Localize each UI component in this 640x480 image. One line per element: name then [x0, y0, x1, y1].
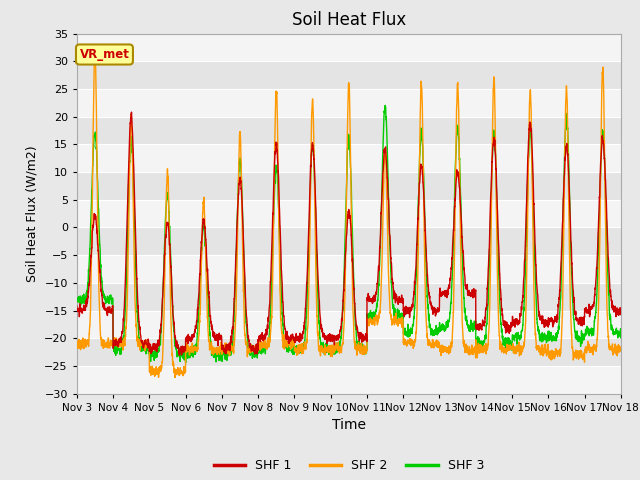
Bar: [77, 283, 621, 311]
Bar: [77, 366, 621, 394]
Bar: [77, 89, 621, 117]
SHF 1: [73, 303, 81, 309]
SHF 3: [471, 326, 479, 332]
SHF 2: [171, 374, 179, 380]
SHF 3: [441, 326, 449, 332]
SHF 3: [73, 298, 81, 304]
SHF 1: [471, 293, 479, 299]
Line: SHF 2: SHF 2: [77, 48, 621, 377]
Bar: [77, 200, 621, 228]
SHF 3: [171, 338, 179, 344]
SHF 1: [617, 312, 625, 317]
Bar: [77, 172, 621, 200]
SHF 3: [329, 347, 337, 352]
SHF 1: [175, 352, 183, 358]
Legend: SHF 1, SHF 2, SHF 3: SHF 1, SHF 2, SHF 3: [209, 455, 489, 477]
SHF 1: [127, 109, 135, 115]
SHF 2: [471, 349, 479, 355]
Bar: [77, 144, 621, 172]
Bar: [77, 61, 621, 89]
Line: SHF 3: SHF 3: [77, 106, 621, 363]
Bar: [77, 311, 621, 338]
X-axis label: Time: Time: [332, 418, 366, 432]
Title: Soil Heat Flux: Soil Heat Flux: [292, 11, 406, 29]
Bar: [77, 255, 621, 283]
SHF 1: [502, 330, 509, 336]
SHF 2: [329, 342, 337, 348]
Bar: [77, 338, 621, 366]
SHF 2: [441, 344, 449, 349]
Bar: [77, 117, 621, 144]
SHF 2: [171, 367, 179, 373]
SHF 3: [502, 343, 509, 349]
SHF 1: [441, 290, 449, 296]
SHF 1: [329, 332, 337, 338]
SHF 3: [381, 103, 389, 108]
SHF 3: [616, 333, 624, 339]
SHF 2: [73, 338, 81, 344]
SHF 1: [616, 306, 624, 312]
SHF 2: [502, 347, 509, 353]
Bar: [77, 34, 621, 61]
SHF 3: [617, 335, 625, 341]
SHF 3: [182, 360, 189, 366]
SHF 2: [617, 345, 625, 350]
Line: SHF 1: SHF 1: [77, 112, 621, 355]
SHF 2: [92, 45, 99, 51]
Y-axis label: Soil Heat Flux (W/m2): Soil Heat Flux (W/m2): [26, 145, 38, 282]
Bar: [77, 228, 621, 255]
SHF 1: [171, 330, 179, 336]
SHF 2: [616, 347, 624, 352]
Text: VR_met: VR_met: [79, 48, 129, 61]
